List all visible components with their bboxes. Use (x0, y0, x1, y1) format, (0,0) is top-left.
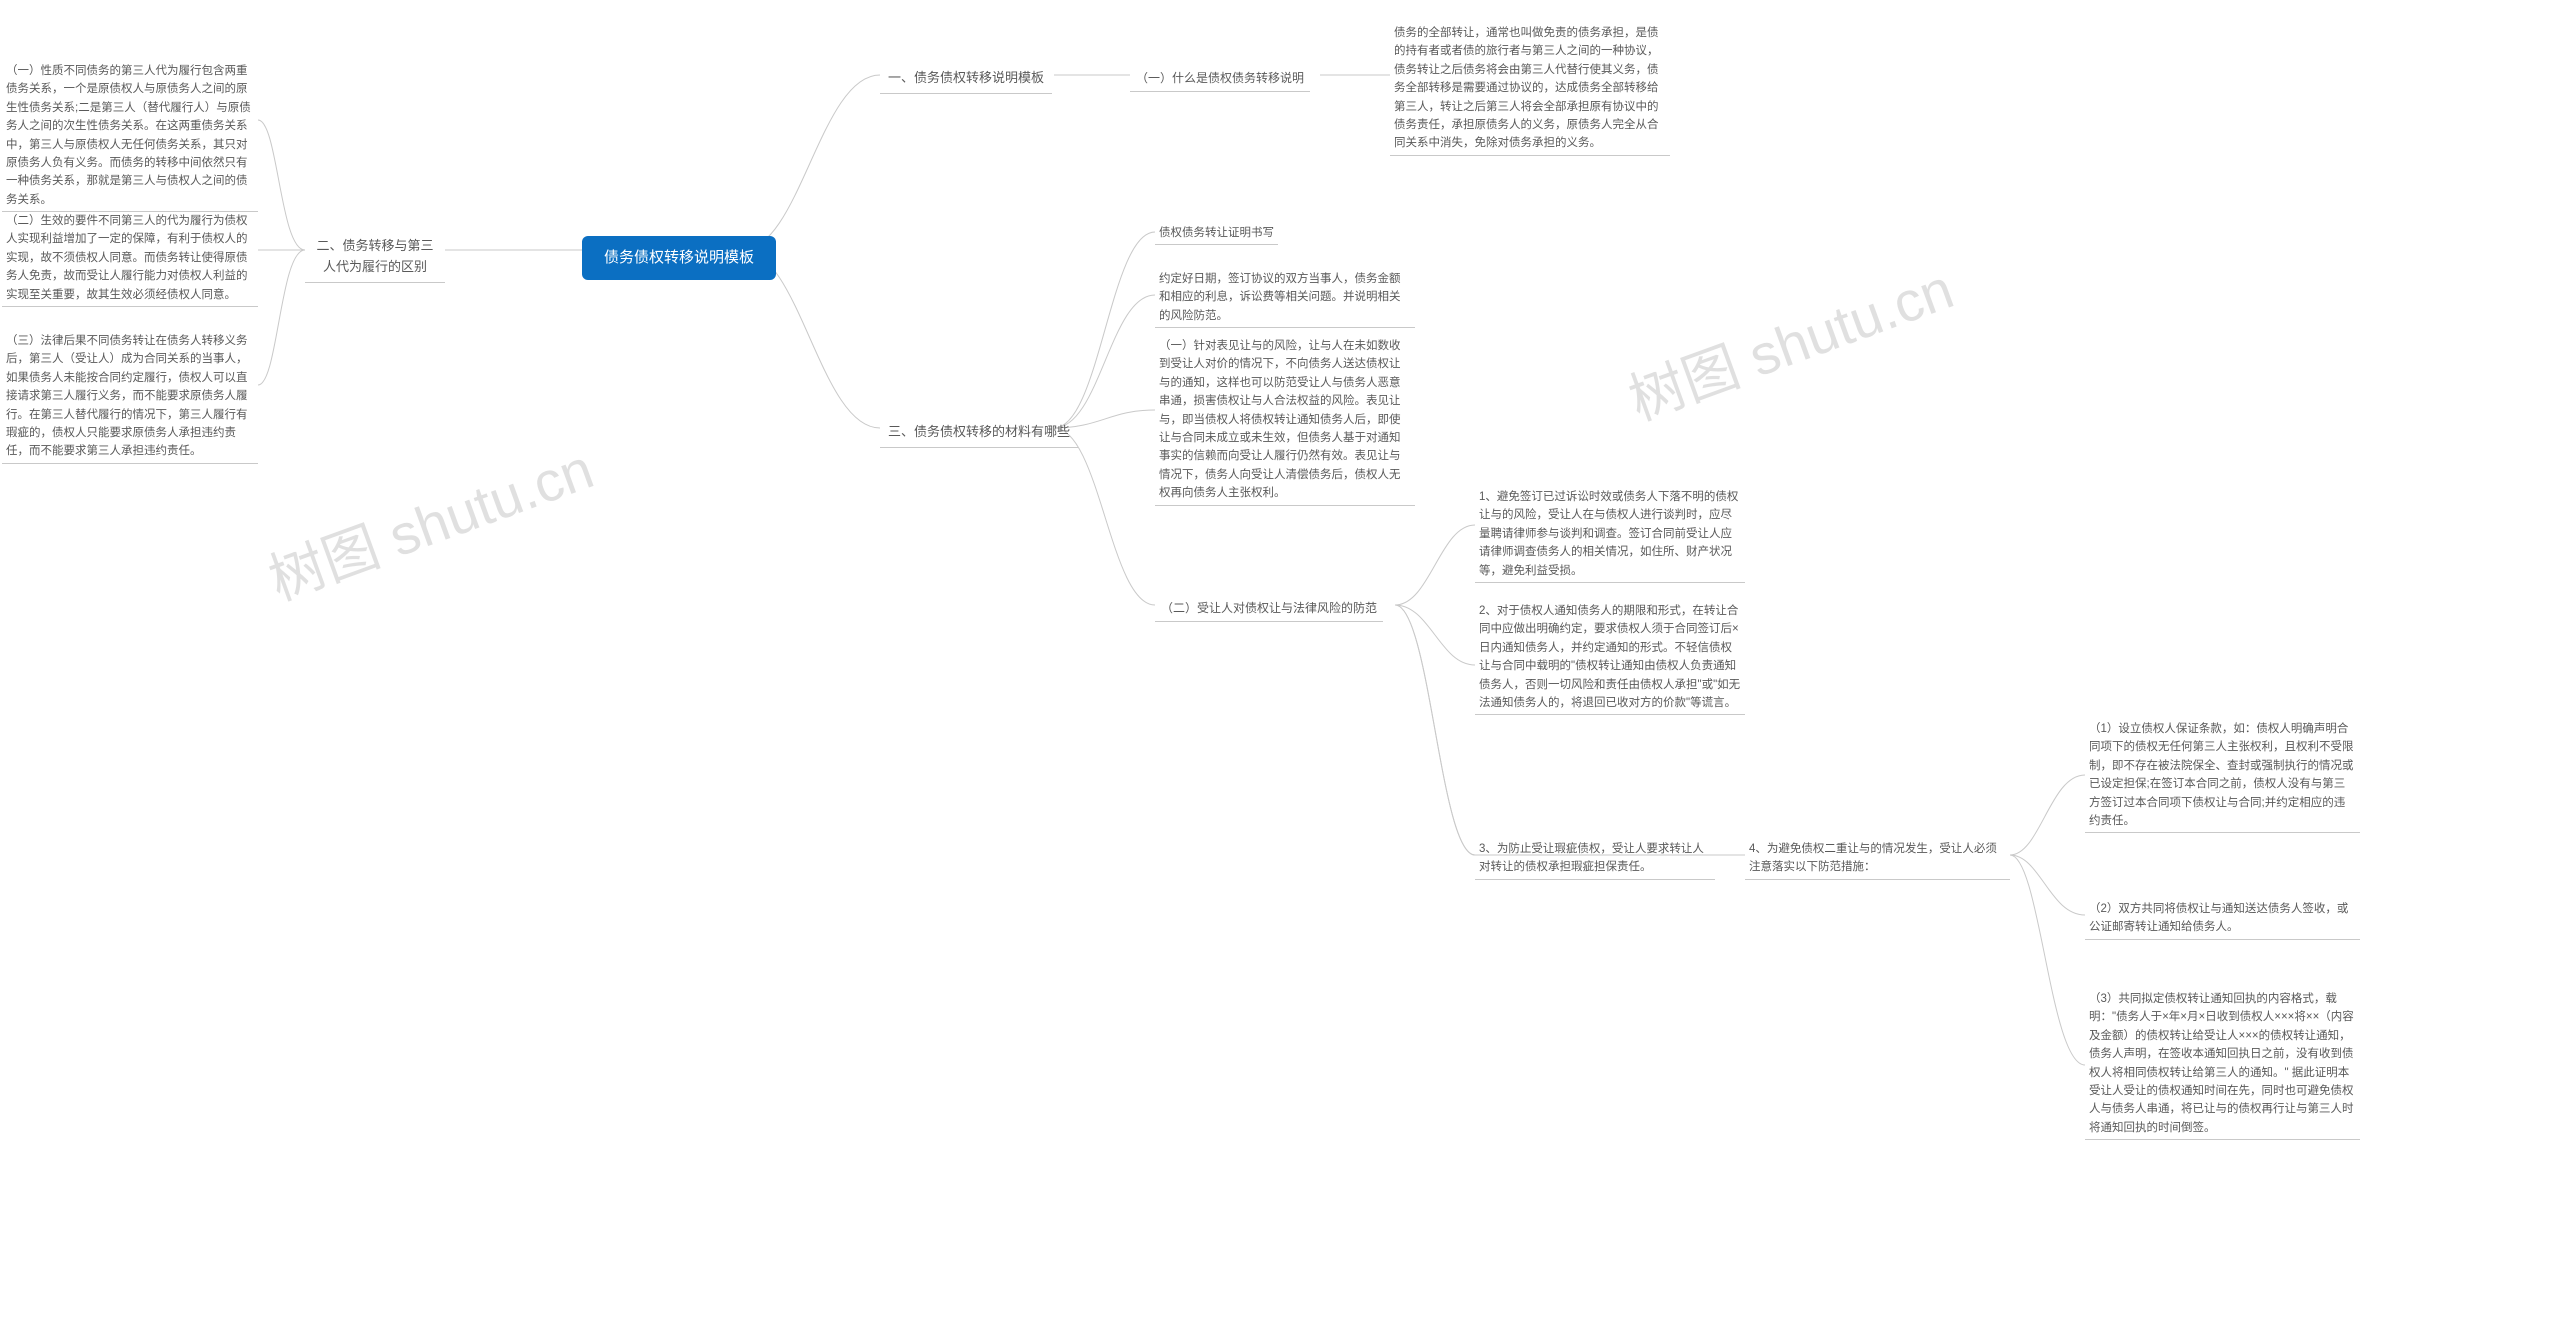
branch-2-leaf-3: （三）法律后果不同债务转让在债务人转移义务后，第三人（受让人）成为合同关系的当事… (2, 330, 258, 464)
branch-2[interactable]: 二、债务转移与第三人代为履行的区别 (305, 232, 445, 283)
b3-s2-leaf-4a: （1）设立债权人保证条款，如：债权人明确声明合同项下的债权无任何第三人主张权利，… (2085, 718, 2360, 833)
branch-2-leaf-2: （二）生效的要件不同第三人的代为履行为债权人实现利益增加了一定的保障，有利于债权… (2, 210, 258, 307)
root-node[interactable]: 债务债权转移说明模板 (582, 236, 776, 280)
b3-s2-leaf-1: 1、避免签订已过诉讼时效或债务人下落不明的债权让与的风险，受让人在与债权人进行谈… (1475, 486, 1745, 583)
b3-s2-leaf-4c: （3）共同拟定债权转让通知回执的内容格式，载明："债务人于×年×月×日收到债权人… (2085, 988, 2360, 1140)
branch-1[interactable]: 一、债务债权转移说明模板 (880, 64, 1052, 94)
branch-3-sub-2[interactable]: （二）受让人对债权让与法律风险的防范 (1155, 596, 1383, 622)
branch-3[interactable]: 三、债务债权转移的材料有哪些 (880, 418, 1078, 448)
branch-3-leaf-top-3: （一）针对表见让与的风险，让与人在未如数收到受让人对价的情况下，不向债务人送达债… (1155, 335, 1415, 506)
b3-s2-leaf-4b: （2）双方共同将债权让与通知送达债务人签收，或公证邮寄转让通知给债务人。 (2085, 898, 2360, 940)
watermark: 树图 shutu.cn (256, 424, 603, 616)
branch-3-leaf-top-2: 约定好日期，签订协议的双方当事人，债务金额和相应的利息，诉讼费等相关问题。并说明… (1155, 268, 1415, 328)
branch-3-leaf-top-1: 债权债务转让证明书写 (1155, 222, 1278, 245)
b3-s2-leaf-2: 2、对于债权人通知债务人的期限和形式，在转让合同中应做出明确约定，要求债权人须于… (1475, 600, 1745, 715)
branch-2-leaf-1: （一）性质不同债务的第三人代为履行包含两重债务关系，一个是原债权人与原债务人之间… (2, 60, 258, 212)
branch-1-leaf-1: 债务的全部转让，通常也叫做免责的债务承担，是债的持有者或者债的旅行者与第三人之间… (1390, 22, 1670, 156)
watermark: 树图 shutu.cn (1616, 244, 1963, 436)
b3-s2-leaf-3: 3、为防止受让瑕疵债权，受让人要求转让人对转让的债权承担瑕疵担保责任。 (1475, 838, 1715, 880)
branch-1-sub-1[interactable]: （一）什么是债权债务转移说明 (1130, 66, 1310, 92)
b3-s2-leaf-4-intro: 4、为避免债权二重让与的情况发生，受让人必须注意落实以下防范措施： (1745, 838, 2010, 880)
